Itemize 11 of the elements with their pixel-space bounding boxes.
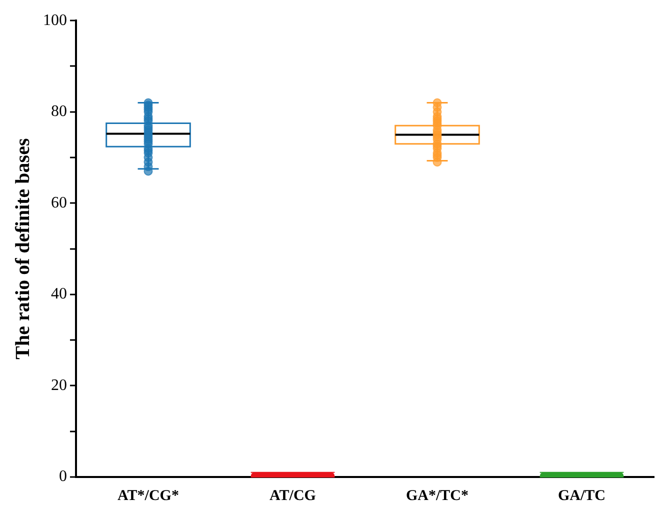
y-tick-label: 60 xyxy=(51,194,67,212)
x-tick-label: AT*/CG* xyxy=(118,488,179,504)
y-tick-label: 80 xyxy=(51,103,67,120)
x-tick-label: GA*/TC* xyxy=(406,488,469,504)
x-tick-label: GA/TC xyxy=(558,488,606,504)
y-tick-label: 0 xyxy=(59,468,67,486)
y-tick-label: 20 xyxy=(51,376,67,394)
y-axis-title: The ratio of definite bases xyxy=(12,138,34,360)
y-tick-label: 100 xyxy=(43,12,67,29)
x-tick-label: AT/CG xyxy=(270,488,316,504)
y-tick-label: 40 xyxy=(51,286,67,303)
